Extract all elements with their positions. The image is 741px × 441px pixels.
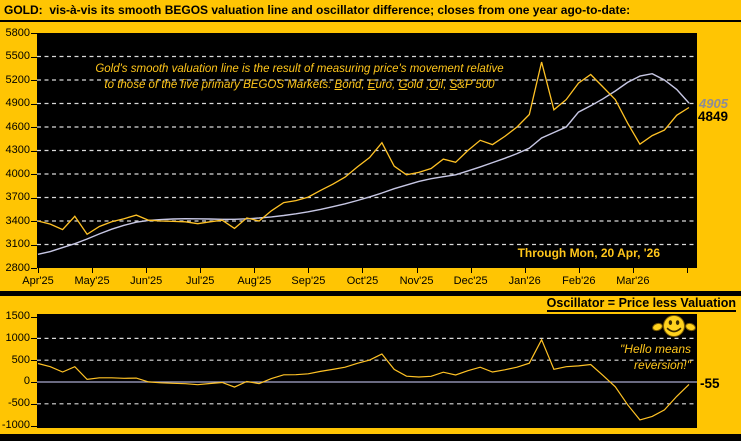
hello-means-reversion-callout: "Hello means reversion!" xyxy=(620,341,691,373)
month-tick xyxy=(686,268,688,273)
oscillator-line xyxy=(37,338,690,421)
main-y-axis-tick xyxy=(31,33,37,34)
bottom-border-band xyxy=(0,434,741,441)
month-tick xyxy=(362,268,364,273)
oscillator-y-axis-tick xyxy=(31,403,37,405)
oscillator-y-axis-label: -500 xyxy=(7,397,30,410)
begos-initial: O xyxy=(429,79,439,91)
main-y-axis-label: 3100 xyxy=(5,238,30,250)
month-label: Dec'25 xyxy=(453,275,488,287)
oscillator-y-axis-label: 500 xyxy=(11,353,30,366)
annotation-text-part: to those of the five primary BEGOS Marke… xyxy=(104,79,335,91)
month-label: Aug'25 xyxy=(237,275,272,287)
main-y-axis-label: 4300 xyxy=(5,144,30,156)
month-label: Oct'25 xyxy=(346,275,379,287)
through-date-label: Through Mon, 20 Apr, '26 xyxy=(517,246,660,260)
month-tick xyxy=(416,268,418,273)
oscillator-y-axis-tick xyxy=(31,381,37,383)
callout-line1: "Hello means xyxy=(620,342,691,356)
month-tick xyxy=(200,268,202,273)
oscillator-plot xyxy=(37,314,697,428)
valuation-line xyxy=(37,72,690,255)
month-label: Mar'26 xyxy=(616,275,650,287)
valuation-annotation: Gold's smooth valuation line is the resu… xyxy=(37,61,562,93)
begos-initial: S xyxy=(449,79,458,91)
month-tick xyxy=(524,268,526,273)
month-tick xyxy=(38,268,39,273)
oscillator-y-axis-label: 1000 xyxy=(5,331,30,344)
main-y-axis-label: 4900 xyxy=(5,97,30,109)
main-y-axis-tick xyxy=(31,221,37,222)
month-label: Feb'26 xyxy=(562,275,596,287)
main-y-axis-tick xyxy=(31,268,37,269)
month-tick xyxy=(578,268,580,273)
title-bar: GOLD: vis-à-vis its smooth BEGOS valuati… xyxy=(0,0,741,22)
begos-initial: B xyxy=(334,79,343,91)
month-tick xyxy=(470,268,472,273)
main-y-axis-label: 5500 xyxy=(5,50,30,62)
oscillator-y-axis-tick xyxy=(31,316,37,318)
main-y-axis-tick xyxy=(31,244,37,246)
main-y-axis-tick xyxy=(31,127,37,128)
month-tick xyxy=(632,268,634,273)
oscillator-end-value-label: -55 xyxy=(700,376,720,391)
month-tick xyxy=(254,268,256,273)
main-y-axis-label: 2800 xyxy=(5,261,30,274)
price-end-value-label: 4849 xyxy=(698,109,729,124)
month-label: Jan'26 xyxy=(508,275,541,287)
main-y-axis-label: 4600 xyxy=(5,120,30,133)
oscillator-canvas xyxy=(37,337,697,421)
oscillator-y-axis-tick xyxy=(31,338,37,340)
main-y-axis-tick xyxy=(31,174,37,175)
oscillator-y-axis-tick xyxy=(31,360,37,362)
gold-price-line xyxy=(37,61,690,236)
annotation-text-part: il, xyxy=(438,79,450,91)
main-y-axis-label: 3700 xyxy=(5,191,30,203)
main-y-axis-label: 5800 xyxy=(5,26,30,39)
main-y-axis-tick xyxy=(31,150,37,152)
month-label: Jul'25 xyxy=(186,275,215,287)
month-tick xyxy=(92,268,94,273)
month-tick xyxy=(146,268,148,273)
oscillator-title: Oscillator = Price less Valuation xyxy=(546,296,736,312)
main-chart-canvas xyxy=(37,55,697,255)
oscillator-y-axis-label: -1000 xyxy=(1,419,30,432)
month-label: Nov'25 xyxy=(399,275,434,287)
oscillator-y-axis-label: 0 xyxy=(23,375,30,388)
main-y-axis-tick xyxy=(31,103,37,105)
annotation-text-part: ond, xyxy=(342,79,368,91)
month-label: Jun'25 xyxy=(130,275,163,287)
main-y-axis-tick xyxy=(31,197,37,199)
main-y-axis-tick xyxy=(31,56,37,58)
main-y-axis-label: 5200 xyxy=(5,73,30,86)
main-y-axis-label: 4000 xyxy=(5,167,30,180)
page-title: GOLD: vis-à-vis its smooth BEGOS valuati… xyxy=(4,3,631,17)
annotation-text-part: uro, xyxy=(375,79,399,91)
month-label: Sep'25 xyxy=(291,275,326,287)
annotation-text-part: old , xyxy=(407,79,430,91)
month-label: Apr'25 xyxy=(22,275,54,287)
month-tick xyxy=(308,268,310,273)
valuation-end-value-label: 4905 xyxy=(699,96,728,111)
main-y-axis-label: 3400 xyxy=(5,214,30,227)
oscillator-y-axis-label: 1500 xyxy=(5,310,30,323)
begos-initial: G xyxy=(398,79,408,91)
annotation-line2: to those of the five primary BEGOS Marke… xyxy=(37,77,562,93)
annotation-line1: Gold's smooth valuation line is the resu… xyxy=(95,63,504,75)
begos-initial: E xyxy=(367,79,376,91)
month-label: May'25 xyxy=(74,275,110,287)
oscillator-y-axis-tick xyxy=(31,425,37,427)
annotation-text-part: &P 500 xyxy=(457,79,495,91)
main-price-chart-plot xyxy=(37,33,697,268)
callout-line2: reversion!" xyxy=(634,358,691,372)
waving-hello-smiley-icon xyxy=(652,315,696,337)
panel-separator-band xyxy=(0,291,741,296)
main-y-axis-tick xyxy=(31,80,37,81)
